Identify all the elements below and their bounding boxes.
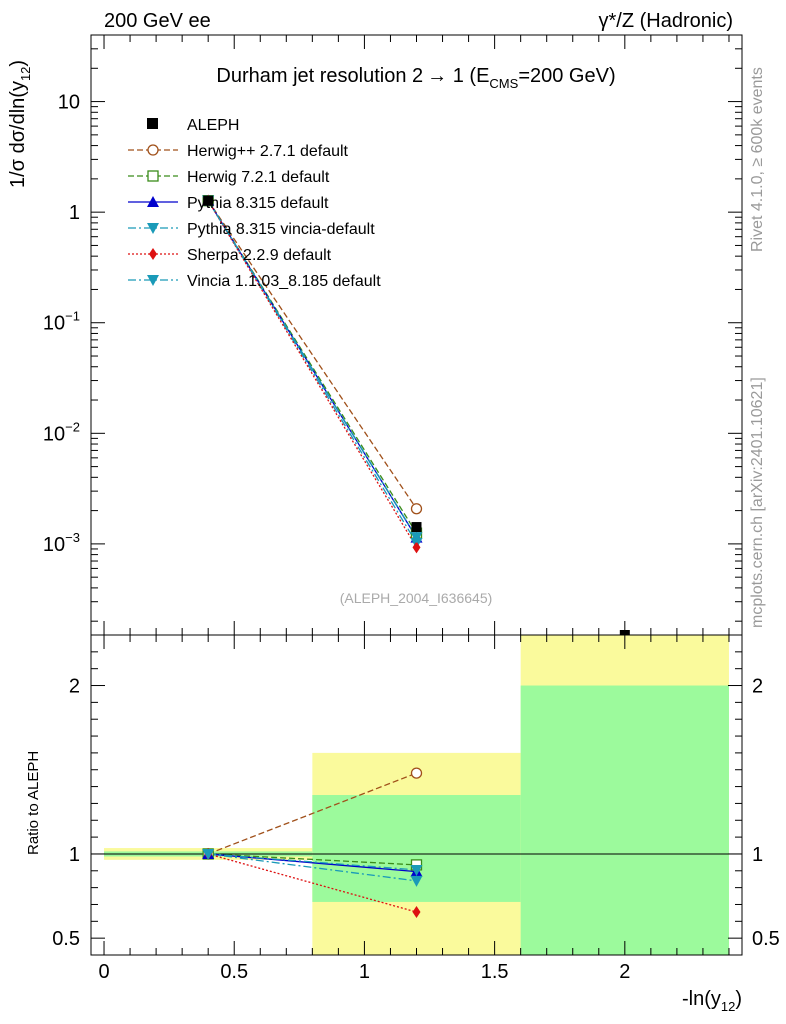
series-marker [410, 503, 423, 515]
ratio-ytick-label-right: 2 [752, 676, 763, 698]
ratio-series-line [208, 853, 417, 913]
series-line [207, 200, 418, 548]
legend-swatch [147, 223, 159, 234]
legend-label: Herwig++ 2.7.1 default [187, 143, 349, 160]
main-ytick-label: 10−1 [43, 309, 80, 335]
main-ytick-label: 10 [58, 92, 80, 114]
ratio-ytick-label: 1 [69, 844, 80, 866]
data-point-marker [619, 630, 630, 635]
ratio-plot-frame [90, 634, 743, 956]
header-left: 200 GeV ee [104, 10, 211, 32]
mcplots-label: mcplots.cern.ch [arXiv:2401.10621] [749, 377, 766, 628]
series-line [207, 200, 418, 510]
ratio-xlabel: -ln(y12) [682, 988, 742, 1014]
ratio-xtick-label: 1 [359, 961, 370, 983]
header-right: γ*/Z (Hadronic) [599, 10, 733, 32]
ratio-series-marker [410, 767, 423, 779]
main-ytick-label: 10−2 [43, 419, 80, 445]
legend-label: Sherpa 2.2.9 default [187, 247, 332, 264]
legend-swatch [147, 196, 159, 207]
main-plot-panel: Durham jet resolution 2 → 1 (ECMS=200 GeV… [43, 34, 743, 636]
ratio-series-line [208, 853, 417, 882]
legend-label: Vincia 1.1.03_8.185 default [187, 273, 381, 290]
series-line [207, 200, 418, 538]
ratio-xtick-label: 1.5 [481, 961, 509, 983]
main-ytick-label: 1 [69, 202, 80, 224]
legend-swatch [147, 144, 159, 156]
legend-swatch [147, 118, 158, 129]
ratio-series-marker [410, 864, 423, 876]
rivet-version-label: Rivet 4.1.0, ≥ 600k events [749, 67, 766, 252]
ratio-series-line [208, 853, 417, 871]
legend-swatch [149, 248, 157, 260]
ratio-stat-uncertainty-band [520, 685, 729, 955]
series-marker [412, 541, 421, 554]
ratio-ytick-label-right: 0.5 [752, 928, 780, 950]
main-ylabel: 1/σ dσ/dln(y12) [7, 60, 33, 188]
analysis-id-label: (ALEPH_2004_I636645) [340, 590, 493, 606]
legend-label: Pythia 8.315 vincia-default [187, 221, 375, 238]
ratio-series-marker [412, 906, 421, 919]
ratio-ylabel: Ratio to ALEPH [25, 751, 42, 855]
legend-label: ALEPH [187, 117, 239, 134]
data-point-marker [411, 522, 422, 533]
ratio-series-marker [410, 875, 423, 887]
ratio-plot-panel: 0.5 0.5 1 1 2 2 0 0.5 1 1.5 2 Ratio to ALEPH -ln(y… [25, 634, 780, 1014]
legend: ALEPH Herwig++ 2.7.1 default Herwig 7.2.1 … [128, 117, 381, 290]
ratio-ytick-label: 2 [69, 676, 80, 698]
main-chart-title: Durham jet resolution 2 → 1 (ECMS=200 GeV… [216, 65, 615, 91]
series-marker [410, 532, 423, 544]
ratio-series-line [208, 853, 417, 866]
ratio-ytick-label-right: 1 [752, 844, 763, 866]
ratio-xtick-label: 2 [619, 961, 630, 983]
ratio-ytick-label: 0.5 [52, 928, 80, 950]
legend-label: Pythia 8.315 default [187, 195, 329, 212]
ratio-series-line [207, 772, 417, 855]
legend-label: Herwig 7.2.1 default [187, 169, 330, 186]
ratio-xtick-label: 0.5 [220, 961, 248, 983]
legend-swatch [147, 275, 159, 286]
main-ytick-label: 10−3 [43, 530, 80, 556]
data-point-marker [203, 195, 214, 206]
ratio-series-marker [202, 848, 215, 860]
ratio-xtick-label: 0 [98, 961, 109, 983]
legend-swatch [147, 170, 159, 182]
